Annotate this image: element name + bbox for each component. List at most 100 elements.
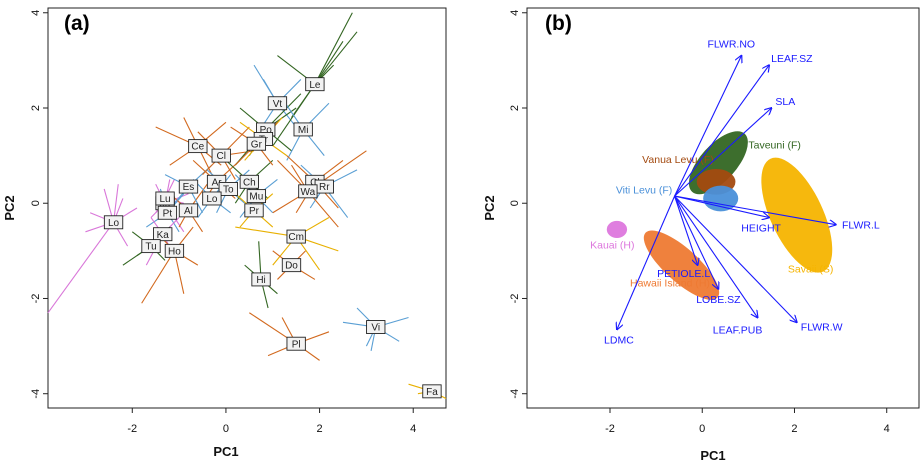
panel-b-groups: Taveuni (F) Vanua Levu (F) Viti Levu (F) Sa…: [590, 131, 834, 300]
panel-b-group-ellipse: [606, 220, 628, 238]
panel-a-point-box: [251, 272, 271, 287]
panel-a-xlabel: PC1: [213, 444, 238, 459]
panel-a-ray: [314, 31, 358, 85]
panel-a-point-box: [281, 258, 302, 273]
panel-a-point-label: Ch: [243, 177, 256, 188]
panel-b-xtick-label: 4: [884, 423, 890, 435]
panel-b-vector-arrow: [674, 195, 719, 289]
panel-a-xtick-label: 4: [410, 423, 416, 435]
panel-a-ray: [235, 226, 297, 238]
panel-a-point-label: To: [223, 185, 234, 196]
panel-a-ytick-label: -4: [30, 389, 42, 399]
panel-b-group-ellipse: [643, 230, 720, 300]
panel-a-point-box: [211, 148, 231, 163]
panel-b-vector-arrow: [674, 195, 698, 265]
panel-a-point-label: Pr: [249, 206, 260, 217]
panel-a-point-box: [103, 215, 124, 230]
panel-b-vector-label: LEAF.SZ: [771, 53, 813, 65]
panel-b-vector-arrow: [674, 195, 797, 322]
panel-a-xtick-label: 0: [223, 423, 229, 435]
panel-a-ytick-label: 2: [30, 105, 42, 111]
panel-a-xtick-label: -2: [127, 423, 137, 435]
panel-a-point-box: [153, 227, 173, 242]
panel-a-point-box: [246, 136, 267, 151]
panel-b-xlabel: PC1: [700, 448, 725, 463]
panel-b-group-ellipse: [703, 185, 739, 212]
panel-a-point-label: Ka: [157, 230, 170, 241]
panel-b-vector-label: LEAF.PUB: [713, 325, 763, 337]
panel-b-frame: [526, 7, 920, 409]
panel-b-axes: -2 0 2 4 -4 -2 0 2 4: [509, 10, 890, 435]
panel-a-point-box: [178, 203, 199, 218]
panel-a-label: (a): [64, 12, 90, 35]
panel-a-point-label: Do: [285, 261, 298, 272]
panel-a-point-box: [286, 336, 306, 351]
panel-a-point-label: Lo: [108, 218, 120, 229]
panel-a-ytick-label: 4: [30, 10, 42, 16]
panel-b-vector-label: FLWR.L: [842, 220, 880, 232]
panel-a-ray: [47, 221, 114, 314]
panel-a-point-label: Al: [184, 206, 193, 217]
panel-a-point-label: Tu: [145, 242, 156, 253]
panel-b-ytick-label: 0: [509, 200, 521, 206]
panel-a-ray: [141, 250, 175, 304]
panel-b-ytick-label: -4: [509, 389, 521, 399]
panel-b-group-label: Savaii (S): [788, 263, 834, 275]
panel-a-point-label: Es: [183, 182, 195, 193]
panel-b-xtick-label: 0: [699, 423, 705, 435]
panel-b-xtick-label: 2: [791, 423, 797, 435]
panel-b-vector-label: FLWR.W: [801, 321, 843, 333]
panel-a-point-box: [141, 239, 161, 254]
panel-b-vector-label: LOBE.SZ: [696, 294, 741, 306]
panel-a-point-box: [155, 191, 175, 206]
panel-a-point-label: Hi: [256, 275, 265, 286]
panel-a-point-box: [178, 179, 199, 194]
panel-a-point-box: [246, 189, 267, 204]
panel-b-group-label: Taveuni (F): [748, 139, 801, 151]
panel-a-point-label: Rr: [319, 182, 330, 193]
panel-b-vector-label: SLA: [775, 96, 795, 108]
panel-a-point-label: Mi: [298, 125, 309, 136]
panel-a-point-box: [164, 243, 185, 258]
panel-a-point-box: [366, 320, 386, 334]
panel-a-point-label: Lu: [159, 194, 170, 205]
panel-b-vector-arrow: [674, 195, 758, 317]
panel-a-frame: [47, 7, 447, 409]
panel-a-point-label: Vt: [273, 99, 283, 110]
panel-a-point-label: Le: [309, 80, 321, 91]
panel-a-point-label: Pt: [163, 208, 173, 219]
panel-b-vector-label: PETIOLE.L: [657, 268, 710, 280]
panel-b-group-label: Hawaii Island (H): [630, 278, 710, 290]
panel-a-point-box: [218, 182, 238, 196]
panel-a-point-label: Ar: [212, 177, 223, 188]
panel-a-point-label: Pl: [292, 339, 301, 350]
panel-a-point-box: [305, 77, 325, 92]
panel-b-vector-arrow: [617, 195, 676, 329]
panel-a-point-box: [239, 174, 259, 189]
panel-a-point-label: Ho: [168, 246, 181, 257]
panel-a-point-label: Lo: [206, 194, 218, 205]
panel-a-point-label: Cl: [217, 151, 226, 162]
panel-a-point-box: [202, 191, 222, 206]
panel-a-point-box: [157, 205, 178, 220]
panel-a-point-label: Gr: [251, 139, 263, 150]
panel-a-xtick-label: 2: [317, 423, 323, 435]
panel-b-vector-arrow: [674, 195, 770, 217]
panel-b-group-label: Viti Levu (F): [616, 185, 672, 197]
panel-a-point-box: [188, 139, 208, 154]
panel-a-ytick-label: -2: [30, 294, 42, 304]
panel-b-ytick-label: -2: [509, 294, 521, 304]
panel-a-point-box: [298, 184, 318, 199]
panel-a-point-label: Ce: [191, 142, 204, 153]
panel-b-vector-arrow: [674, 195, 836, 225]
panel-b-ytick-label: 4: [509, 10, 521, 16]
panel-b-ytick-label: 2: [509, 105, 521, 111]
panel-a-point-box: [422, 384, 442, 399]
panel-b-vector-label: HEIGHT: [741, 223, 781, 235]
panel-b-ylabel: PC2: [482, 195, 497, 220]
panel-b-vectors: FLWR.NO LEAF.SZ SLA FLWR.L HEIGHT PETIOLE.L LO…: [604, 39, 880, 347]
panel-b-xtick-label: -2: [605, 423, 615, 435]
panel-a-point-labels: LoJuLuPtAlKaTuHoEsCeClArToLoChMuPrVtLePo…: [103, 77, 442, 399]
panel-a-point-box: [244, 203, 264, 218]
